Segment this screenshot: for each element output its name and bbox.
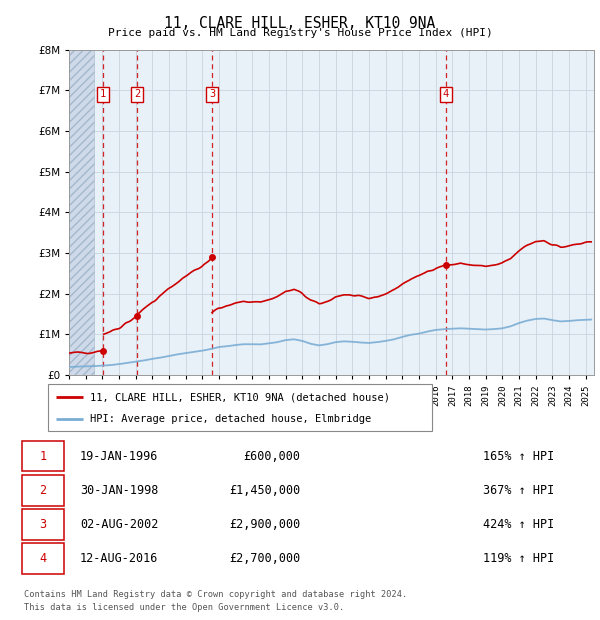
FancyBboxPatch shape <box>22 509 64 540</box>
Text: Price paid vs. HM Land Registry's House Price Index (HPI): Price paid vs. HM Land Registry's House … <box>107 28 493 38</box>
Text: £1,450,000: £1,450,000 <box>229 484 300 497</box>
Text: Contains HM Land Registry data © Crown copyright and database right 2024.: Contains HM Land Registry data © Crown c… <box>24 590 407 600</box>
Text: 4: 4 <box>443 89 449 99</box>
Text: HPI: Average price, detached house, Elmbridge: HPI: Average price, detached house, Elmb… <box>90 414 371 424</box>
FancyBboxPatch shape <box>48 384 432 431</box>
Text: 3: 3 <box>39 518 46 531</box>
Text: £2,900,000: £2,900,000 <box>229 518 300 531</box>
Text: 2: 2 <box>39 484 46 497</box>
Text: £600,000: £600,000 <box>243 450 300 463</box>
Text: 165% ↑ HPI: 165% ↑ HPI <box>482 450 554 463</box>
Text: 367% ↑ HPI: 367% ↑ HPI <box>482 484 554 497</box>
Bar <box>69 50 94 375</box>
Text: 02-AUG-2002: 02-AUG-2002 <box>80 518 158 531</box>
Text: 30-JAN-1998: 30-JAN-1998 <box>80 484 158 497</box>
Text: £2,700,000: £2,700,000 <box>229 552 300 565</box>
Text: 11, CLARE HILL, ESHER, KT10 9NA: 11, CLARE HILL, ESHER, KT10 9NA <box>164 16 436 30</box>
Text: 11, CLARE HILL, ESHER, KT10 9NA (detached house): 11, CLARE HILL, ESHER, KT10 9NA (detache… <box>90 392 390 402</box>
Text: 4: 4 <box>39 552 46 565</box>
FancyBboxPatch shape <box>22 475 64 505</box>
Text: 119% ↑ HPI: 119% ↑ HPI <box>482 552 554 565</box>
Text: This data is licensed under the Open Government Licence v3.0.: This data is licensed under the Open Gov… <box>24 603 344 612</box>
Text: 3: 3 <box>209 89 215 99</box>
Text: 424% ↑ HPI: 424% ↑ HPI <box>482 518 554 531</box>
Text: 1: 1 <box>100 89 106 99</box>
Text: 12-AUG-2016: 12-AUG-2016 <box>80 552 158 565</box>
FancyBboxPatch shape <box>22 544 64 574</box>
FancyBboxPatch shape <box>22 441 64 471</box>
Text: 19-JAN-1996: 19-JAN-1996 <box>80 450 158 463</box>
Text: 1: 1 <box>39 450 46 463</box>
Text: 2: 2 <box>134 89 140 99</box>
